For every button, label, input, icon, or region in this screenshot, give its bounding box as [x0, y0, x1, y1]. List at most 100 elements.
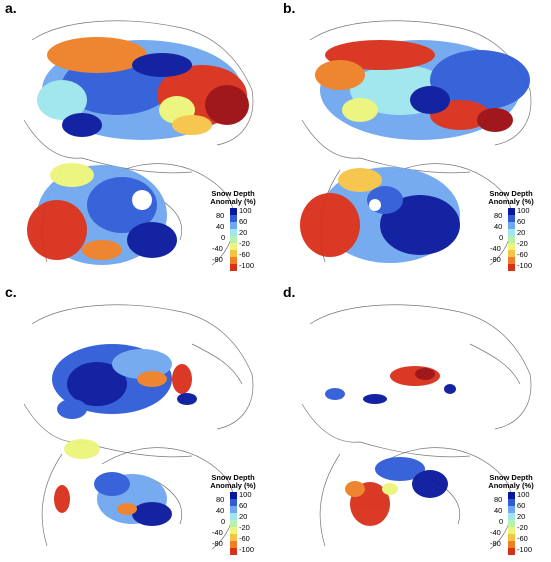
legend-tick: 80 [216, 495, 225, 504]
legend-tick: 20 [239, 228, 248, 237]
legend-tick: 20 [239, 512, 248, 521]
legend-tick: 80 [494, 495, 503, 504]
legend-swatch [508, 506, 515, 513]
legend-tick: 100 [517, 206, 530, 215]
legend-tick: 40 [216, 222, 225, 231]
legend-title-line2: Anomaly (%) [210, 197, 256, 206]
legend-tick: 80 [494, 211, 503, 220]
legend-swatch [230, 222, 237, 229]
legend-tick: -20 [517, 523, 528, 532]
panel-label-d: d. [283, 284, 296, 300]
legend-swatch [508, 236, 515, 243]
legend-swatch [508, 243, 515, 250]
legend-tick: -100 [239, 545, 255, 554]
snow-anomaly-map-d [301, 304, 532, 550]
map-panel-d: d. Snow Depth Anomaly (%) [280, 284, 545, 556]
legend-swatch [508, 541, 515, 548]
legend-title: Snow Depth Anomaly (%) [202, 190, 264, 206]
legend-swatch [508, 229, 515, 236]
legend-swatch [230, 499, 237, 506]
panel-label-a: a. [5, 0, 17, 16]
legend-swatch [230, 527, 237, 534]
legend-tick: 60 [239, 217, 248, 226]
legend-tick: 60 [517, 217, 526, 226]
legend-title-line1: Snow Depth [211, 189, 255, 198]
legend-swatch [230, 243, 237, 250]
legend-tick: -100 [517, 545, 533, 554]
legend-tick: -20 [239, 523, 250, 532]
legend-tick: 40 [494, 506, 503, 515]
snow-anomaly-map-a [23, 20, 254, 266]
map-panel-c: c. Snow Depth [2, 284, 267, 556]
legend-tick: -80 [490, 255, 501, 264]
legend-swatch [508, 520, 515, 527]
panel-label-c: c. [5, 284, 17, 300]
legend-tick: 20 [517, 512, 526, 521]
legend-tick: -40 [490, 244, 501, 253]
snow-anomaly-map-b [300, 20, 532, 266]
legend-tick: -100 [239, 261, 255, 270]
legend-title: Snow Depth Anomaly (%) [480, 474, 542, 490]
legend-tick: 60 [517, 501, 526, 510]
legend-tick: 100 [239, 490, 252, 499]
legend-tick: 20 [517, 228, 526, 237]
legend-tick: 0 [499, 233, 504, 242]
legend-swatch [230, 548, 237, 555]
legend-tick: 80 [216, 211, 225, 220]
legend-title-line1: Snow Depth [489, 189, 533, 198]
legend-swatch [508, 492, 515, 499]
legend-swatch [508, 208, 515, 215]
legend-swatch [508, 513, 515, 520]
legend-tick: 0 [221, 517, 226, 526]
legend-title-line2: Anomaly (%) [210, 481, 256, 490]
legend-b: Snow Depth Anomaly (%) 100 60 20 -20 -60… [480, 190, 542, 271]
legend-swatch [230, 492, 237, 499]
legend-tick: 100 [517, 490, 530, 499]
legend-tick: -80 [490, 539, 501, 548]
legend-tick: -60 [239, 250, 250, 259]
legend-swatch [508, 499, 515, 506]
legend-swatch [508, 250, 515, 257]
legend-tick: -20 [517, 239, 528, 248]
legend-tick: -40 [212, 244, 223, 253]
legend-tick: -100 [517, 261, 533, 270]
legend-title: Snow Depth Anomaly (%) [202, 474, 264, 490]
legend-swatch [230, 257, 237, 264]
legend-swatch [230, 208, 237, 215]
legend-swatch [508, 257, 515, 264]
map-panel-b: b. Snow Depth [280, 0, 545, 272]
legend-a: Snow Depth Anomaly (%) 100 60 20 -20 -60… [202, 190, 264, 271]
legend-tick: 40 [216, 506, 225, 515]
legend-swatch [508, 527, 515, 534]
legend-swatch [230, 236, 237, 243]
legend-swatch [230, 541, 237, 548]
legend-tick: 0 [499, 517, 504, 526]
legend-swatch [230, 534, 237, 541]
legend-swatch [508, 264, 515, 271]
legend-swatch [508, 548, 515, 555]
legend-swatch [508, 534, 515, 541]
legend-title-line2: Anomaly (%) [488, 197, 534, 206]
legend-tick: 0 [221, 233, 226, 242]
legend-title-line1: Snow Depth [489, 473, 533, 482]
legend-title-line2: Anomaly (%) [488, 481, 534, 490]
legend-tick: -60 [239, 534, 250, 543]
legend-swatch [230, 506, 237, 513]
legend-swatch [230, 264, 237, 271]
panel-label-b: b. [283, 0, 296, 16]
legend-c: Snow Depth Anomaly (%) 100 60 20 -20 -60… [202, 474, 264, 555]
legend-swatch [230, 520, 237, 527]
legend-tick: -40 [212, 528, 223, 537]
map-panel-a: a. [2, 0, 267, 272]
legend-title: Snow Depth Anomaly (%) [480, 190, 542, 206]
legend-tick: 60 [239, 501, 248, 510]
legend-tick: -80 [212, 539, 223, 548]
legend-swatch [230, 229, 237, 236]
legend-tick: 100 [239, 206, 252, 215]
legend-tick: -40 [490, 528, 501, 537]
legend-swatch [508, 222, 515, 229]
snow-anomaly-map-c [23, 304, 254, 550]
legend-tick: -80 [212, 255, 223, 264]
legend-title-line1: Snow Depth [211, 473, 255, 482]
legend-tick: -60 [517, 534, 528, 543]
